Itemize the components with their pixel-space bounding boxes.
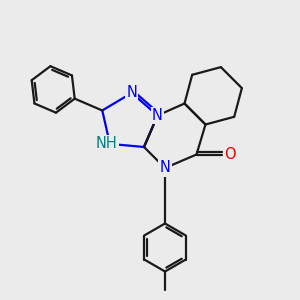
Text: N: N xyxy=(152,108,163,123)
Text: NH: NH xyxy=(96,136,118,152)
Text: N: N xyxy=(126,85,137,100)
Text: N: N xyxy=(160,160,170,175)
Text: O: O xyxy=(225,147,236,162)
